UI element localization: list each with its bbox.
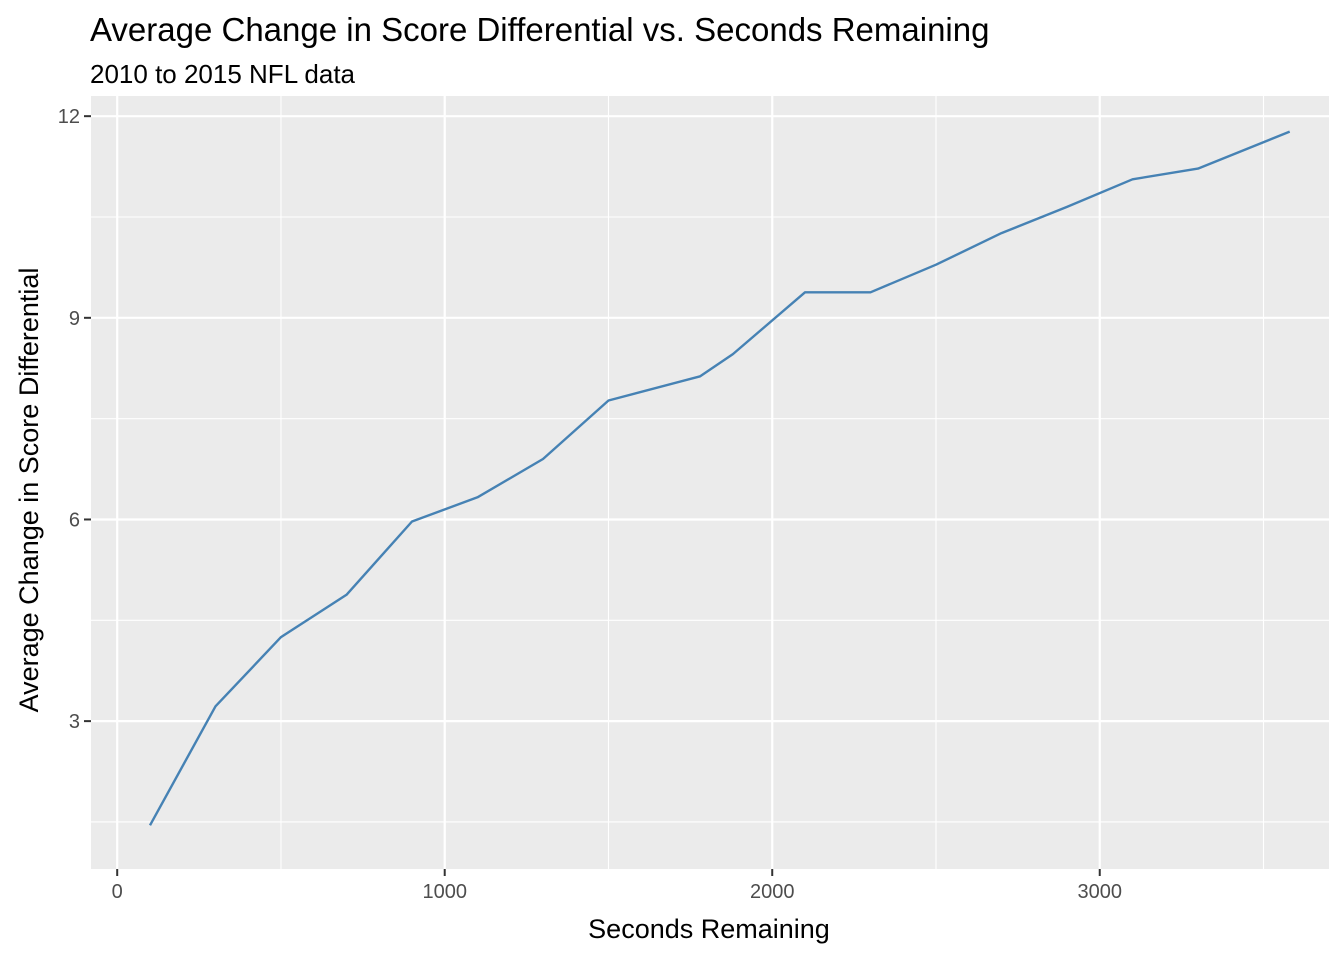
minor-gridlines: [91, 96, 1329, 869]
x-tick-label: 2000: [750, 881, 795, 903]
y-axis-ticks: 3 6 9 12: [58, 106, 91, 733]
x-tick-label: 0: [112, 881, 123, 903]
y-tick-label: 3: [69, 711, 80, 733]
y-axis-title: Average Change in Score Differential: [14, 268, 44, 713]
y-tick-label: 9: [69, 308, 80, 330]
plot-panel: [91, 96, 1329, 869]
major-gridlines: [91, 96, 1329, 869]
x-tick-label: 1000: [422, 881, 467, 903]
y-tick-label: 12: [58, 106, 80, 128]
series-line: [148, 130, 1291, 826]
chart-subtitle: 2010 to 2015 NFL data: [90, 59, 356, 89]
x-tick-label: 3000: [1077, 881, 1122, 903]
x-axis-title: Seconds Remaining: [588, 914, 830, 944]
y-tick-label: 6: [69, 509, 80, 531]
chart-title: Average Change in Score Differential vs.…: [90, 11, 989, 48]
x-axis-ticks: 0 1000 2000 3000: [112, 869, 1122, 903]
